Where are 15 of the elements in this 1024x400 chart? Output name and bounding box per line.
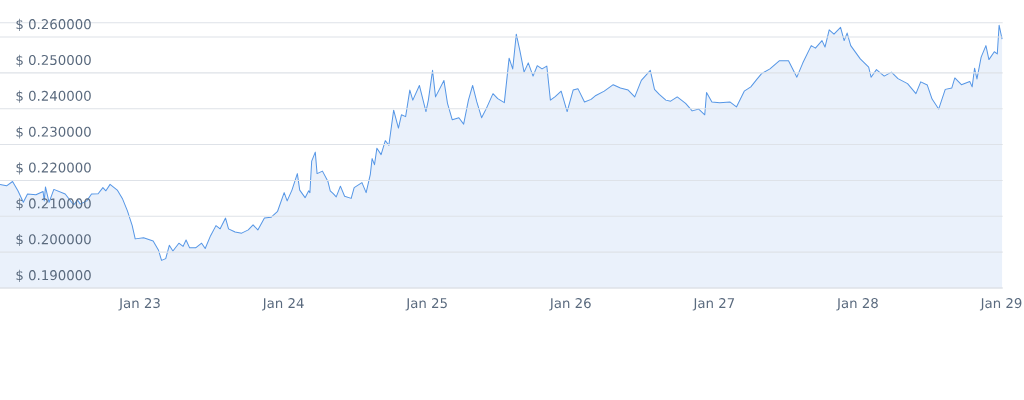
y-tick-label: $ 0.220000 [16,162,91,175]
y-tick-label: $ 0.190000 [16,269,91,282]
x-tick-label: Jan 23 [118,298,160,311]
y-tick-label: $ 0.240000 [16,90,91,103]
x-tick-label: Jan 24 [262,298,304,311]
y-tick-label: $ 0.230000 [16,126,91,139]
x-tick-label: Jan 25 [405,298,447,311]
x-tick-label: Jan 29 [979,298,1022,311]
y-tick-label: $ 0.210000 [16,198,91,211]
x-tick-label: Jan 28 [836,298,878,311]
x-tick-label: Jan 27 [692,298,735,311]
y-tick-label: $ 0.260000 [16,18,91,31]
y-tick-label: $ 0.200000 [16,234,91,247]
y-tick-label: $ 0.250000 [16,54,91,67]
x-tick-label: Jan 26 [549,298,591,311]
